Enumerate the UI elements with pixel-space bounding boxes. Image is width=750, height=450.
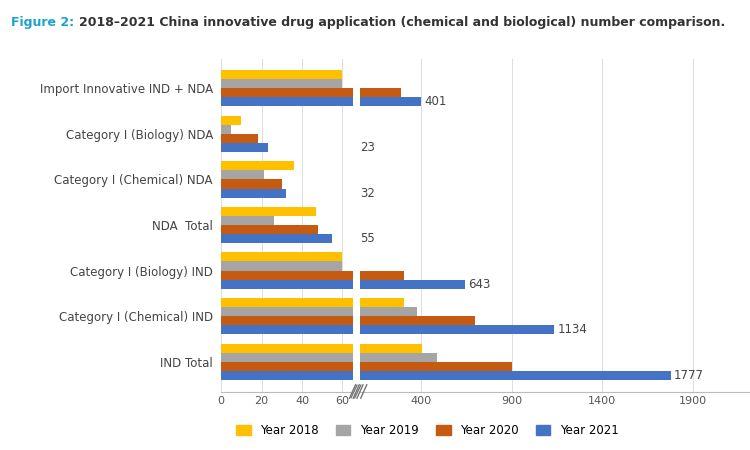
Bar <box>348 325 554 334</box>
Bar <box>348 280 465 289</box>
Bar <box>221 161 294 170</box>
Text: 1134: 1134 <box>557 324 587 337</box>
Bar <box>348 353 437 362</box>
Bar <box>348 79 359 88</box>
Bar <box>348 97 421 106</box>
Bar <box>221 344 750 353</box>
Bar <box>221 234 332 243</box>
Bar <box>348 207 357 216</box>
Bar <box>221 216 274 225</box>
Bar <box>221 307 750 316</box>
Bar <box>348 344 422 353</box>
Bar <box>221 88 750 97</box>
Bar <box>221 261 343 270</box>
Bar <box>348 316 476 325</box>
Bar <box>348 180 354 189</box>
Bar <box>221 270 750 280</box>
Bar <box>348 225 357 234</box>
Bar <box>348 170 352 180</box>
Bar <box>348 125 349 134</box>
Bar <box>348 261 359 270</box>
Text: 2018–2021 China innovative drug application (chemical and biological) number com: 2018–2021 China innovative drug applicat… <box>79 16 725 29</box>
Bar <box>221 180 282 189</box>
Bar <box>221 325 750 334</box>
Bar <box>348 252 359 261</box>
Bar <box>221 170 264 180</box>
Bar <box>221 298 750 307</box>
Text: 32: 32 <box>361 187 376 199</box>
Bar <box>221 353 750 362</box>
Bar <box>221 134 257 143</box>
Bar <box>348 88 400 97</box>
Bar <box>221 207 316 216</box>
Bar <box>348 134 352 143</box>
Bar <box>221 143 268 152</box>
Bar <box>348 70 359 79</box>
Bar <box>221 116 242 125</box>
Bar <box>348 116 350 125</box>
Bar <box>221 125 231 134</box>
Bar <box>221 189 286 198</box>
Bar <box>348 362 512 371</box>
Bar <box>221 316 750 325</box>
Legend: Year 2018, Year 2019, Year 2020, Year 2021: Year 2018, Year 2019, Year 2020, Year 20… <box>232 419 623 442</box>
Bar <box>221 225 318 234</box>
Bar <box>221 280 750 289</box>
Text: 643: 643 <box>468 278 490 291</box>
Text: 23: 23 <box>361 141 376 154</box>
Text: 1777: 1777 <box>674 369 704 382</box>
Bar <box>348 234 358 243</box>
Bar <box>221 362 750 371</box>
Text: 401: 401 <box>424 95 446 108</box>
Bar <box>221 371 750 380</box>
Bar <box>348 371 670 380</box>
Bar <box>348 216 353 225</box>
Bar <box>221 97 750 106</box>
Bar <box>348 270 404 280</box>
Bar <box>221 70 343 79</box>
Bar <box>221 79 343 88</box>
Bar <box>348 189 354 198</box>
Text: 55: 55 <box>361 232 375 245</box>
Bar <box>348 298 404 307</box>
Text: Figure 2:: Figure 2: <box>11 16 74 29</box>
Bar <box>221 252 343 261</box>
Bar <box>348 307 417 316</box>
Bar <box>348 143 352 152</box>
Bar <box>348 161 355 170</box>
